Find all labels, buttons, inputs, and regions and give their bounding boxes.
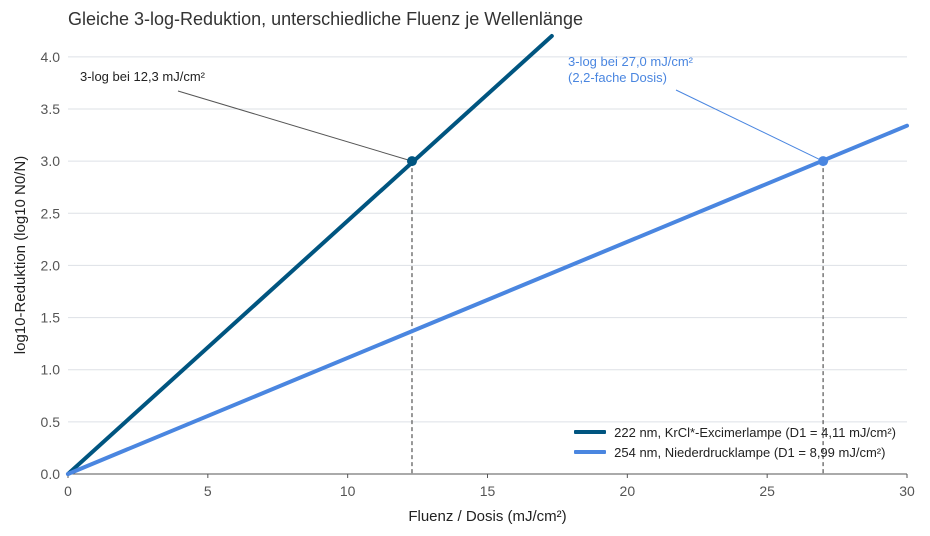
series-markers xyxy=(406,156,829,167)
annotation-text-1: (2,2-fache Dosis) xyxy=(568,70,667,85)
x-tick-label: 5 xyxy=(204,483,212,499)
annotation-pointer-0 xyxy=(177,90,413,162)
y-tick-label: 4.0 xyxy=(41,49,61,65)
tick-labels: 0.0 0.5 1.0 1.5 2.0 2.5 3.0 3.5 4.0 0 5 10 15 20 25 30 xyxy=(41,49,915,499)
x-tick-label: 30 xyxy=(899,483,915,499)
grid-lines xyxy=(67,56,908,478)
annotation-text-0: 3-log bei 12,3 mJ/cm² xyxy=(80,69,206,84)
legend-item-222nm: 222 nm, KrCl*-Excimerlampe (D1 = 4,11 mJ… xyxy=(574,422,896,442)
annotations: 3-log bei 12,3 mJ/cm² 3-log bei 27,0 mJ/c… xyxy=(80,54,824,162)
legend: 222 nm, KrCl*-Excimerlampe (D1 = 4,11 mJ… xyxy=(574,422,896,462)
x-tick-label: 15 xyxy=(480,483,496,499)
y-axis-label: log10-Reduktion (log10 N0/N) xyxy=(12,156,29,354)
x-tick-label: 25 xyxy=(759,483,775,499)
x-tick-label: 20 xyxy=(620,483,636,499)
x-tick-label: 0 xyxy=(64,483,72,499)
guide-lines xyxy=(411,161,824,474)
y-tick-label: 1.0 xyxy=(41,362,61,378)
x-tick-label: 10 xyxy=(340,483,356,499)
y-tick-label: 2.0 xyxy=(41,257,61,273)
series-line-1 xyxy=(66,123,909,476)
chart-title: Gleiche 3-log-Reduktion, unterschiedlich… xyxy=(68,9,583,29)
y-tick-label: 1.5 xyxy=(41,310,61,326)
x-axis-label: Fluenz / Dosis (mJ/cm²) xyxy=(408,508,566,525)
series-marker-1 xyxy=(818,156,829,167)
y-tick-label: 3.5 xyxy=(41,101,61,117)
legend-label-254nm: 254 nm, Niederdrucklampe (D1 = 8,99 mJ/c… xyxy=(614,444,886,460)
series-line-0 xyxy=(66,34,554,476)
series-lines xyxy=(66,34,909,476)
y-tick-label: 0.5 xyxy=(41,414,61,430)
y-tick-label: 0.0 xyxy=(41,466,61,482)
legend-item-254nm: 254 nm, Niederdrucklampe (D1 = 8,99 mJ/c… xyxy=(574,442,896,462)
series-marker-0 xyxy=(406,156,417,167)
y-tick-label: 2.5 xyxy=(41,205,61,221)
legend-swatch-254nm xyxy=(574,450,607,454)
annotation-pointer-1 xyxy=(675,89,824,162)
y-tick-label: 3.0 xyxy=(41,153,61,169)
legend-label-222nm: 222 nm, KrCl*-Excimerlampe (D1 = 4,11 mJ… xyxy=(614,424,896,440)
legend-swatch-222nm xyxy=(574,430,607,434)
annotation-text-1: 3-log bei 27,0 mJ/cm² xyxy=(568,54,694,69)
